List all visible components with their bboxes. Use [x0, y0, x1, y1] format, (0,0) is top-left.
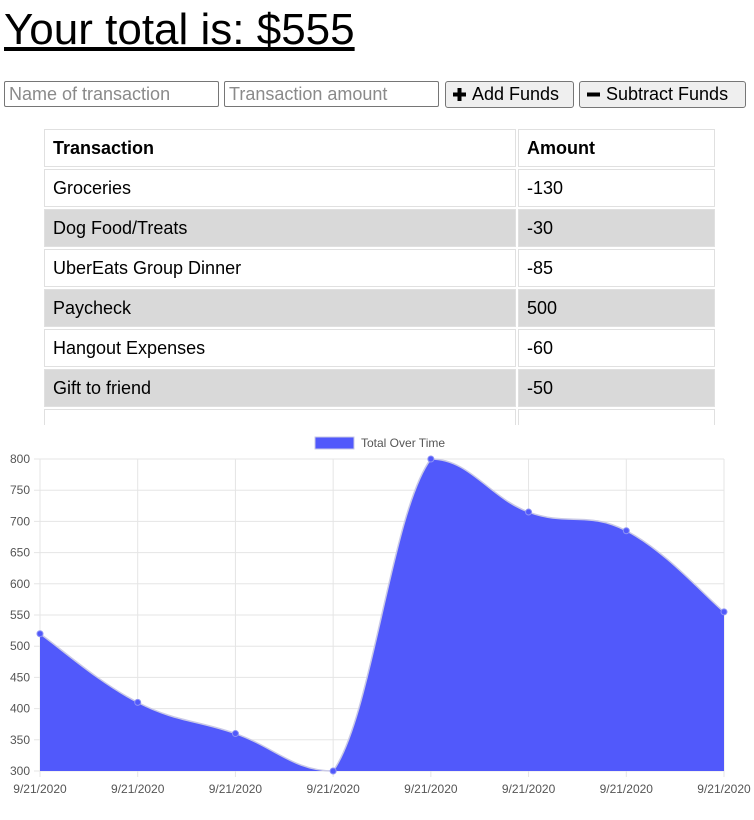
- y-tick-label: 550: [10, 608, 30, 622]
- x-tick-label: 9/21/2020: [600, 782, 654, 796]
- transaction-amount-cell: [518, 409, 715, 425]
- transaction-name-cell: UberEats Group Dinner: [44, 249, 516, 287]
- transactions-table-container[interactable]: Transaction Amount Groceries -130 Dog Fo…: [42, 127, 717, 425]
- x-tick-label: 9/21/2020: [502, 782, 556, 796]
- total-over-time-chart: 300 350 400 450 500 550 600 650 700 750 800 9/21/20…: [10, 436, 751, 796]
- x-tick-label: 9/21/2020: [404, 782, 458, 796]
- data-point: [720, 608, 728, 616]
- transaction-amount-cell: 500: [518, 289, 715, 327]
- add-funds-button[interactable]: Add Funds: [445, 81, 574, 108]
- y-tick-label: 400: [10, 702, 30, 716]
- data-point: [525, 508, 533, 516]
- table-row: Gift to friend -50: [44, 369, 715, 407]
- x-tick-label: 9/21/2020: [306, 782, 360, 796]
- data-point: [231, 730, 239, 738]
- y-tick-label: 650: [10, 546, 30, 560]
- transaction-amount-cell: -50: [518, 369, 715, 407]
- y-tick-label: 350: [10, 733, 30, 747]
- y-tick-label: 450: [10, 670, 30, 684]
- transactions-table: Transaction Amount Groceries -130 Dog Fo…: [42, 127, 717, 425]
- data-point: [329, 767, 337, 775]
- legend-swatch: [314, 436, 355, 450]
- transaction-amount-cell: -30: [518, 209, 715, 247]
- y-tick-label: 750: [10, 483, 30, 497]
- transaction-amount-cell: -130: [518, 169, 715, 207]
- table-header-row: Transaction Amount: [44, 129, 715, 167]
- transaction-name-cell: [44, 409, 516, 425]
- table-row: Hangout Expenses -60: [44, 329, 715, 367]
- transaction-amount-cell: -85: [518, 249, 715, 287]
- transaction-name-cell: Dog Food/Treats: [44, 209, 516, 247]
- y-tick-label: 800: [10, 452, 30, 466]
- transaction-amount-cell: -60: [518, 329, 715, 367]
- amount-column-header: Amount: [518, 129, 715, 167]
- transaction-name-cell: Groceries: [44, 169, 516, 207]
- y-tick-label: 600: [10, 577, 30, 591]
- transaction-column-header: Transaction: [44, 129, 516, 167]
- table-row: Groceries -130: [44, 169, 715, 207]
- y-tick-label: 500: [10, 639, 30, 653]
- transaction-name-cell: Hangout Expenses: [44, 329, 516, 367]
- table-row: UberEats Group Dinner -85: [44, 249, 715, 287]
- series-line: [39, 458, 725, 772]
- y-tick-label: 700: [10, 514, 30, 528]
- table-row: Dog Food/Treats -30: [44, 209, 715, 247]
- table-row: Paycheck 500: [44, 289, 715, 327]
- add-funds-label: Add Funds: [472, 84, 560, 104]
- subtract-funds-button[interactable]: Subtract Funds: [579, 81, 746, 108]
- data-point: [134, 698, 142, 706]
- x-tick-label: 9/21/2020: [13, 782, 67, 796]
- page-title: Your total is: $555: [4, 5, 355, 54]
- transaction-name-cell: Paycheck: [44, 289, 516, 327]
- data-point: [622, 527, 630, 535]
- data-point: [427, 455, 435, 463]
- subtract-funds-label: Subtract Funds: [606, 84, 729, 104]
- transaction-name-cell: Gift to friend: [44, 369, 516, 407]
- minus-icon: [586, 87, 601, 102]
- y-tick-label: 300: [10, 764, 30, 778]
- x-tick-label: 9/21/2020: [697, 782, 751, 796]
- plus-icon: [452, 87, 467, 102]
- x-tick-label: 9/21/2020: [209, 782, 263, 796]
- transaction-amount-input[interactable]: [224, 81, 439, 107]
- table-row: [44, 409, 715, 425]
- x-tick-label: 9/21/2020: [111, 782, 165, 796]
- legend-label: Total Over Time: [361, 436, 445, 450]
- transaction-name-input[interactable]: [4, 81, 219, 107]
- data-point: [36, 630, 44, 638]
